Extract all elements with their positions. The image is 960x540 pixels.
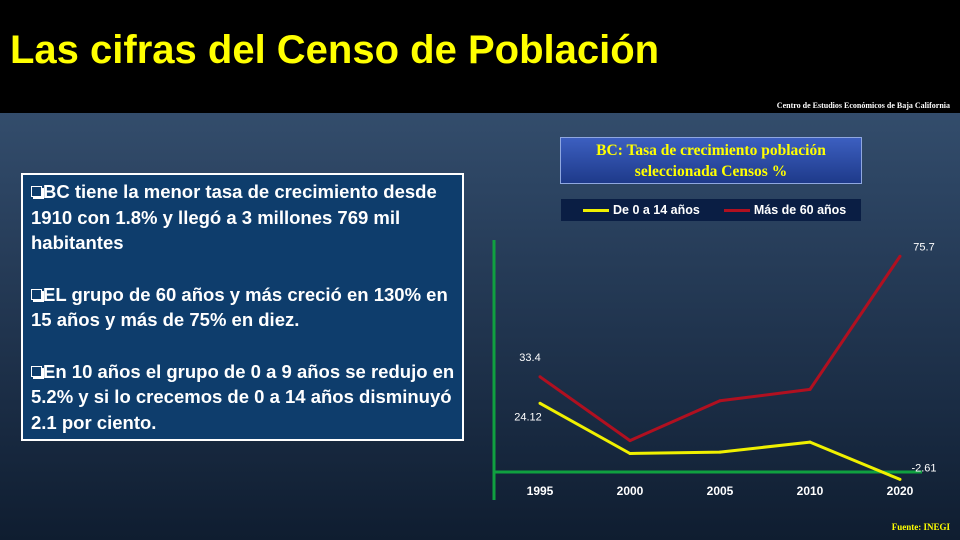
data-point [628, 439, 632, 443]
data-label: 75.7 [913, 241, 934, 253]
x-tick-label: 2005 [707, 484, 734, 498]
x-tick-label: 2020 [887, 484, 914, 498]
series-line-60 [539, 255, 902, 443]
institution-label: Centro de Estudios Económicos de Baja Ca… [776, 101, 950, 110]
checkbox-icon [31, 186, 42, 197]
legend-label: De 0 a 14 años [613, 203, 700, 217]
x-tick-label: 2010 [797, 484, 824, 498]
data-point [808, 440, 812, 444]
bullet-list: BC tiene la menor tasa de crecimiento de… [31, 179, 456, 435]
data-label: -2.61 [911, 462, 936, 474]
checkbox-icon [31, 288, 42, 300]
data-point [898, 254, 902, 258]
data-label: 33.4 [519, 352, 540, 364]
chart-legend: De 0 a 14 años Más de 60 años [561, 199, 861, 221]
bullet-text: BC tiene la menor tasa de crecimiento de… [31, 181, 437, 253]
data-point [538, 375, 542, 379]
legend-swatch-red [723, 208, 750, 212]
source-note: Fuente: INEGI [891, 522, 950, 532]
legend-item-0-14: De 0 a 14 años [583, 203, 700, 217]
data-point [718, 450, 722, 454]
page-title: Las cifras del Censo de Población [10, 28, 660, 72]
bullet-item: BC tiene la menor tasa de crecimiento de… [31, 179, 456, 256]
bullet-text: En 10 años el grupo de 0 a 9 años se red… [31, 360, 455, 433]
bullet-text: EL grupo de 60 años y más creció en 130%… [31, 283, 448, 331]
x-tick-label: 1995 [527, 484, 554, 498]
summary-box: BC tiene la menor tasa de crecimiento de… [21, 173, 464, 441]
title-bar: Las cifras del Censo de Población Centro… [0, 0, 960, 113]
legend-item-60: Más de 60 años [723, 203, 847, 217]
data-label: 24.12 [514, 411, 542, 423]
checkbox-icon [31, 365, 42, 377]
bullet-item: En 10 años el grupo de 0 a 9 años se red… [31, 359, 456, 436]
data-point [538, 401, 542, 405]
legend-label: Más de 60 años [753, 203, 847, 217]
data-point [808, 387, 812, 391]
data-point [898, 477, 902, 481]
x-tick-label: 2000 [617, 484, 644, 498]
data-point [718, 399, 722, 403]
bullet-item: EL grupo de 60 años y más creció en 130%… [31, 282, 456, 333]
legend-swatch-yellow [583, 208, 609, 212]
data-point [628, 452, 632, 455]
chart-title: BC: Tasa de crecimiento población selecc… [560, 137, 862, 184]
